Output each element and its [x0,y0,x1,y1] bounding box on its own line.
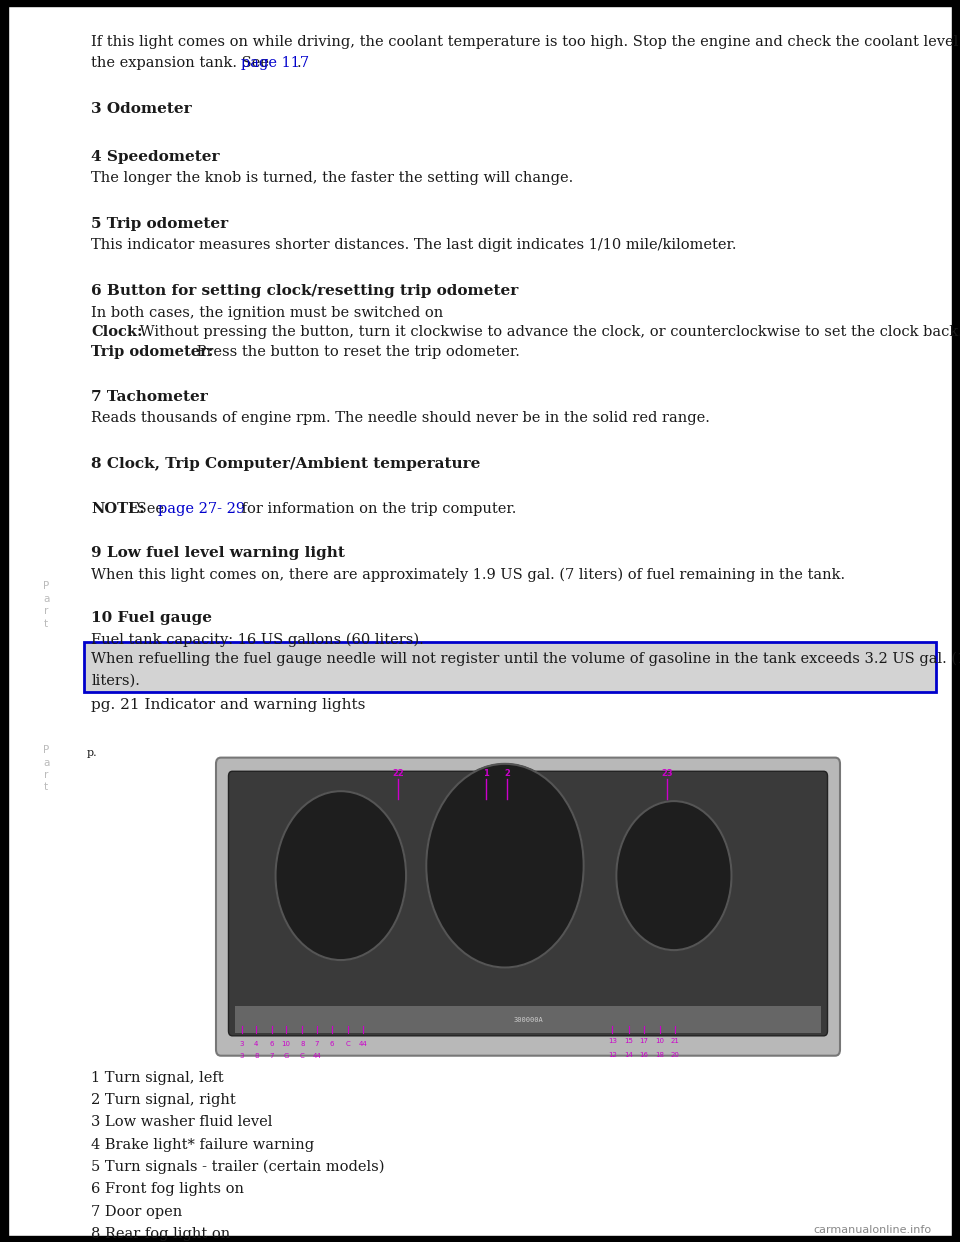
Text: 4 Brake light* failure warning: 4 Brake light* failure warning [91,1138,314,1151]
Text: When refuelling the fuel gauge needle will not register until the volume of gaso: When refuelling the fuel gauge needle wi… [91,652,960,667]
FancyBboxPatch shape [8,6,952,1236]
Text: .: . [297,56,301,70]
Text: for information on the trip computer.: for information on the trip computer. [237,502,516,515]
Text: 10: 10 [281,1041,291,1047]
Text: 16: 16 [639,1052,649,1058]
Text: 8 Rear fog light on: 8 Rear fog light on [91,1227,230,1241]
Text: page 27- 29: page 27- 29 [158,502,246,515]
Text: 21: 21 [670,1038,680,1045]
Text: This indicator measures shorter distances. The last digit indicates 1/10 mile/ki: This indicator measures shorter distance… [91,238,736,252]
Text: 5 Turn signals - trailer (certain models): 5 Turn signals - trailer (certain models… [91,1160,385,1175]
Text: Press the button to reset the trip odometer.: Press the button to reset the trip odome… [192,345,520,359]
Text: 6: 6 [270,1041,274,1047]
Text: p.: p. [86,748,97,758]
Text: 18: 18 [655,1052,664,1058]
Text: 9 Low fuel level warning light: 9 Low fuel level warning light [91,546,345,560]
FancyBboxPatch shape [216,758,840,1056]
Text: Fuel tank capacity: 16 US gallons (60 liters).: Fuel tank capacity: 16 US gallons (60 li… [91,632,424,647]
Text: 3: 3 [240,1041,244,1047]
Text: 23: 23 [661,769,673,777]
Text: 7: 7 [315,1041,319,1047]
Text: 300000A: 300000A [514,1017,542,1022]
Text: carmanualonline.info: carmanualonline.info [813,1225,931,1235]
Text: 44: 44 [358,1041,368,1047]
Text: r: r [44,770,48,780]
Text: NOTE:: NOTE: [91,502,145,515]
Text: 7: 7 [270,1053,274,1059]
Text: C: C [346,1041,349,1047]
Text: 6 Button for setting clock/resetting trip odometer: 6 Button for setting clock/resetting tri… [91,284,518,298]
Text: C: C [300,1053,304,1059]
Text: Clock:: Clock: [91,325,143,339]
Text: 22: 22 [393,769,404,777]
Text: 5 Trip odometer: 5 Trip odometer [91,217,228,231]
Text: page 117: page 117 [241,56,309,70]
Text: 4 Speedometer: 4 Speedometer [91,150,220,164]
FancyBboxPatch shape [84,642,936,692]
Text: 6 Front fog lights on: 6 Front fog lights on [91,1182,244,1196]
Text: 44: 44 [312,1053,322,1059]
Text: t: t [44,782,48,792]
Text: 8: 8 [300,1041,304,1047]
Text: 1 Turn signal, left: 1 Turn signal, left [91,1071,224,1084]
Text: 3 Low washer fluid level: 3 Low washer fluid level [91,1115,273,1129]
Text: the expansion tank. See: the expansion tank. See [91,56,274,70]
Text: 20: 20 [670,1052,680,1058]
Text: In both cases, the ignition must be switched on: In both cases, the ignition must be swit… [91,306,444,319]
Text: P: P [43,581,49,591]
FancyBboxPatch shape [235,1006,821,1033]
Text: Without pressing the button, turn it clockwise to advance the clock, or counterc: Without pressing the button, turn it clo… [135,325,960,339]
Text: If this light comes on while driving, the coolant temperature is too high. Stop : If this light comes on while driving, th… [91,35,960,48]
Text: 3 Odometer: 3 Odometer [91,102,192,116]
Text: 3: 3 [240,1053,244,1059]
Text: Trip odometer:: Trip odometer: [91,345,213,359]
Text: 6: 6 [330,1041,334,1047]
Text: 10 Fuel gauge: 10 Fuel gauge [91,611,212,625]
Text: 8 Clock, Trip Computer/Ambient temperature: 8 Clock, Trip Computer/Ambient temperatu… [91,457,481,471]
Text: The longer the knob is turned, the faster the setting will change.: The longer the knob is turned, the faste… [91,171,573,185]
Text: 13: 13 [608,1038,617,1045]
Text: 14: 14 [624,1052,634,1058]
Circle shape [276,791,406,960]
Text: t: t [44,619,48,628]
Text: a: a [43,758,49,768]
Text: 17: 17 [639,1038,649,1045]
Text: 4: 4 [254,1041,258,1047]
Text: G: G [283,1053,289,1059]
Circle shape [616,801,732,950]
Text: 1: 1 [483,769,489,777]
Text: 15: 15 [624,1038,634,1045]
Text: liters).: liters). [91,673,140,687]
Text: pg. 21 Indicator and warning lights: pg. 21 Indicator and warning lights [91,698,366,712]
Text: P: P [43,745,49,755]
Text: Reads thousands of engine rpm. The needle should never be in the solid red range: Reads thousands of engine rpm. The needl… [91,411,710,425]
Text: 8: 8 [254,1053,258,1059]
Text: See: See [132,502,168,515]
Text: 12: 12 [608,1052,617,1058]
Text: a: a [43,594,49,604]
Text: r: r [44,606,48,616]
Circle shape [426,764,584,968]
Text: 7 Door open: 7 Door open [91,1205,182,1218]
Text: 2 Turn signal, right: 2 Turn signal, right [91,1093,236,1107]
Text: When this light comes on, there are approximately 1.9 US gal. (7 liters) of fuel: When this light comes on, there are appr… [91,568,846,582]
Text: 7 Tachometer: 7 Tachometer [91,390,208,404]
FancyBboxPatch shape [228,771,828,1036]
Text: 10: 10 [655,1038,664,1045]
Text: 2: 2 [504,769,510,777]
